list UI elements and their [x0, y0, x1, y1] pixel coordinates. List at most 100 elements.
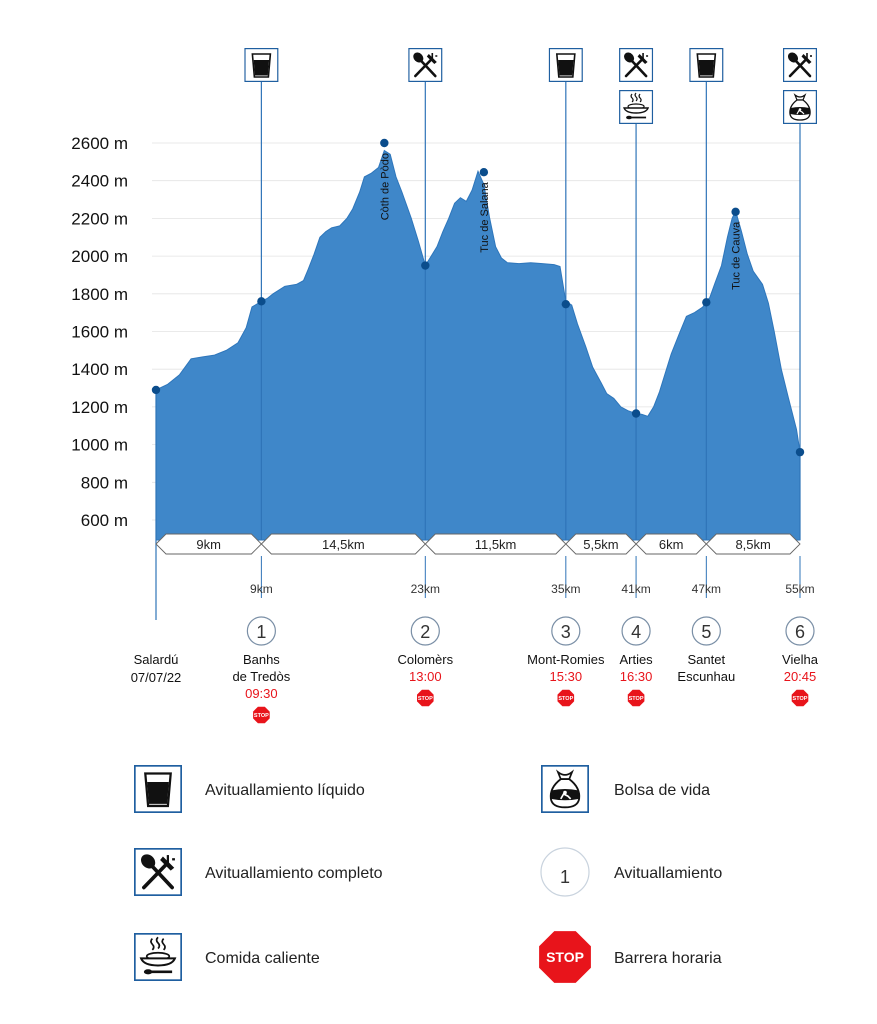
checkpoint-number-circle: [691, 616, 721, 646]
complete-icon: [408, 48, 443, 82]
stop-octagon: [253, 706, 270, 724]
elevation-point: [731, 207, 740, 217]
checkpoint-name-line2: de Tredòs: [232, 669, 290, 684]
checkpoint-name: Santet: [688, 652, 726, 667]
checkpoint-km-label: 47km: [692, 582, 721, 596]
y-tick-label: 800 m: [81, 473, 128, 492]
checkpoint-number-circle: [246, 616, 276, 646]
y-tick-label: 1600 m: [71, 323, 128, 342]
legend-label: Comida caliente: [205, 950, 320, 967]
elevation-point: [702, 298, 711, 307]
stop-text: STOP: [254, 713, 269, 719]
liquid-icon: [134, 765, 182, 813]
stop-icon: STOP: [557, 689, 575, 707]
complete-icon: [619, 48, 654, 82]
elevation-point: [631, 409, 641, 418]
stop-icon: STOP: [539, 931, 591, 983]
stop-text: STOP: [558, 696, 573, 702]
checkpoint-number: 1: [256, 622, 266, 642]
segment-arrow: [705, 533, 801, 555]
checkpoint-cutoff-time: 15:30: [550, 669, 583, 684]
stop-icon: STOP: [791, 689, 809, 707]
checkpoint-labels: Salardú 07/07/22 9km 1 Banhs de Tredòs 09:30 ST…: [131, 582, 819, 724]
checkpoint-km-label: 41km: [621, 582, 650, 596]
elevation-points: [151, 138, 805, 457]
legend-label: Barrera horaria: [614, 950, 722, 967]
y-tick-label: 2600 m: [71, 134, 128, 153]
elevation-point: [561, 299, 571, 309]
checkpoint-cutoff-time: 16:30: [620, 669, 653, 684]
peak-label: Tuc de Salana: [479, 181, 491, 252]
elevation-point: [257, 297, 266, 306]
stop-octagon: [417, 689, 434, 707]
hot-icon: [134, 933, 182, 981]
checkpoint-cutoff-time: 13:00: [409, 669, 442, 684]
legend-item: Avituallamiento completo: [134, 848, 383, 896]
legend-item: Avituallamiento líquido: [134, 765, 365, 813]
y-tick-label: 2200 m: [71, 209, 128, 228]
legend-number: 1: [560, 867, 570, 887]
segment-label: 14,5km: [322, 537, 365, 552]
y-tick-label: 1000 m: [71, 436, 128, 455]
stop-text: STOP: [629, 696, 644, 702]
checkpoint-km-label: 23km: [411, 582, 440, 596]
start-date: 07/07/22: [131, 670, 182, 685]
elevation-point: [479, 168, 489, 177]
stop-icon: STOP: [417, 689, 434, 707]
checkpoint-number-circle: [551, 616, 581, 646]
checkpoint-name-line2: Escunhau: [677, 669, 735, 684]
stop-octagon: [557, 689, 575, 707]
legend-item: Comida caliente: [134, 933, 320, 981]
distance-segments: 9km 14,5km 11,5km 5,5km 6km 8,5km: [155, 533, 801, 555]
checkpoint-cutoff-time: 09:30: [245, 686, 278, 701]
stop-icon: STOP: [627, 689, 645, 707]
peak-label: Tuc de Cauva: [731, 221, 743, 290]
y-tick-label: 1400 m: [71, 360, 128, 379]
checkpoint-name: Mont-Romies: [527, 652, 605, 667]
checkpoint-km-label: 35km: [551, 582, 580, 596]
start-name: Salardú: [134, 652, 179, 667]
legend-item: 1 Avituallamiento: [540, 847, 722, 897]
checkpoint-name: Vielha: [782, 652, 819, 667]
checkpoint-number: 3: [561, 622, 571, 642]
legend-label: Avituallamiento líquido: [205, 782, 365, 799]
legend: Avituallamiento líquido Avituallamiento c…: [134, 765, 722, 983]
checkpoint-number: 6: [795, 622, 805, 642]
segment-label: 11,5km: [475, 537, 517, 552]
legend-item: Bolsa de vida: [541, 765, 710, 813]
stop-icon: STOP: [253, 706, 270, 724]
checkpoint-name: Banhs: [243, 652, 280, 667]
bag-icon: [541, 765, 589, 813]
elevation-point: [380, 138, 389, 148]
complete-icon: [134, 848, 182, 896]
legend-item: STOP Barrera horaria: [539, 931, 722, 983]
y-tick-label: 1200 m: [71, 398, 128, 417]
liquid-icon: [689, 48, 724, 82]
stop-text: STOP: [546, 949, 584, 965]
legend-label: Bolsa de vida: [614, 782, 710, 799]
stop-text: STOP: [793, 696, 808, 702]
checkpoint-name: Colomèrs: [397, 652, 453, 667]
stop-octagon: [627, 689, 645, 707]
segment-label: 5,5km: [583, 537, 618, 552]
checkpoint-number-circle: [621, 616, 651, 646]
checkpoint-number: 5: [701, 622, 711, 642]
elevation-area-path: [155, 149, 801, 541]
y-tick-label: 600 m: [81, 511, 128, 530]
checkpoint-number: 2: [420, 622, 430, 642]
elevation-point: [421, 261, 430, 270]
elevation-point: [151, 385, 161, 395]
liquid-icon: [244, 48, 279, 82]
legend-label: Avituallamiento: [614, 865, 722, 882]
elevation-area: [155, 149, 801, 541]
segment-label: 8,5km: [735, 537, 770, 552]
y-tick-label: 2400 m: [71, 172, 128, 191]
top-service-icons: [244, 48, 817, 124]
stop-text: STOP: [418, 696, 433, 702]
hot-icon: [619, 90, 654, 124]
checkpoint-lines: [155, 82, 801, 620]
y-tick-label: 2000 m: [71, 247, 128, 266]
elevation-point: [795, 447, 805, 457]
peak-label: Còth de Pòdo: [379, 153, 391, 220]
checkpoint-number: 4: [631, 622, 641, 642]
